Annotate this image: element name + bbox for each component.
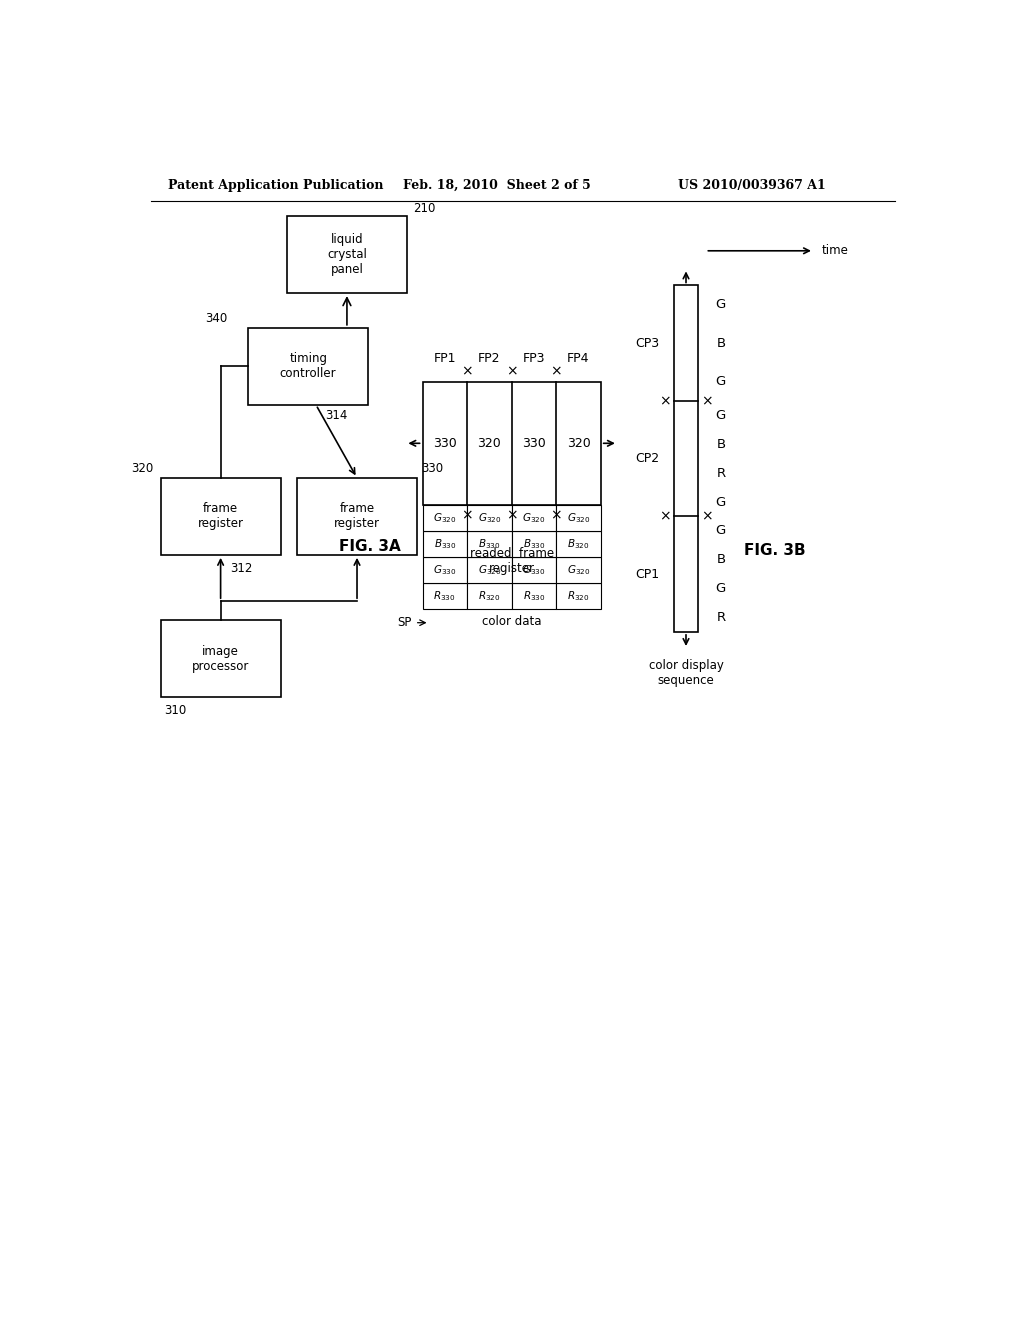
Text: frame
register: frame register xyxy=(334,503,380,531)
Text: G: G xyxy=(716,524,726,537)
Text: $\mathit{G}_{320}$: $\mathit{G}_{320}$ xyxy=(433,511,457,525)
Text: $\mathit{G}_{330}$: $\mathit{G}_{330}$ xyxy=(433,562,457,577)
Text: FP3: FP3 xyxy=(522,351,545,364)
Text: $\mathit{B}_{320}$: $\mathit{B}_{320}$ xyxy=(567,537,590,550)
Text: 210: 210 xyxy=(414,202,435,215)
Text: 312: 312 xyxy=(230,562,252,576)
Text: 330: 330 xyxy=(522,437,546,450)
Bar xyxy=(467,531,512,557)
Text: ×: × xyxy=(506,364,517,379)
Text: FP2: FP2 xyxy=(478,351,501,364)
Text: color display
sequence: color display sequence xyxy=(648,659,723,686)
Text: $\mathit{G}_{320}$: $\mathit{G}_{320}$ xyxy=(566,511,590,525)
Text: CP2: CP2 xyxy=(635,453,659,465)
Bar xyxy=(297,478,417,554)
Bar xyxy=(423,531,467,557)
Text: ×: × xyxy=(701,510,713,524)
Text: liquid
crystal
panel: liquid crystal panel xyxy=(327,234,367,276)
Text: FIG. 3B: FIG. 3B xyxy=(744,543,806,558)
Text: ×: × xyxy=(550,508,562,521)
Text: frame
register: frame register xyxy=(198,503,244,531)
Text: Feb. 18, 2010  Sheet 2 of 5: Feb. 18, 2010 Sheet 2 of 5 xyxy=(403,178,591,191)
Text: 310: 310 xyxy=(165,705,186,717)
Text: 320: 320 xyxy=(566,437,591,450)
Text: G: G xyxy=(716,409,726,422)
Text: 320: 320 xyxy=(131,462,154,475)
Text: G: G xyxy=(716,582,726,595)
Text: CP1: CP1 xyxy=(635,568,659,581)
Text: 314: 314 xyxy=(326,409,347,421)
Text: ×: × xyxy=(461,508,473,521)
Text: B: B xyxy=(717,553,725,566)
Text: SP: SP xyxy=(397,616,412,630)
Bar xyxy=(512,531,556,557)
Bar xyxy=(556,531,601,557)
Text: CP3: CP3 xyxy=(635,337,659,350)
Text: $\mathit{B}_{330}$: $\mathit{B}_{330}$ xyxy=(433,537,456,550)
Text: ×: × xyxy=(550,364,562,379)
Text: FIG. 3A: FIG. 3A xyxy=(339,539,400,554)
Bar xyxy=(161,478,281,554)
Text: 330: 330 xyxy=(433,437,457,450)
Bar xyxy=(423,557,467,583)
Text: 330: 330 xyxy=(421,462,443,475)
Bar xyxy=(467,583,512,609)
Text: R: R xyxy=(717,611,725,624)
Text: G: G xyxy=(716,495,726,508)
Text: readed  frame
register: readed frame register xyxy=(470,548,554,576)
Text: $\mathit{R}_{320}$: $\mathit{R}_{320}$ xyxy=(567,589,590,603)
Text: 340: 340 xyxy=(206,312,227,325)
Text: $\mathit{B}_{330}$: $\mathit{B}_{330}$ xyxy=(522,537,545,550)
Bar xyxy=(556,557,601,583)
Text: B: B xyxy=(717,337,725,350)
Bar xyxy=(467,506,512,531)
Text: ×: × xyxy=(461,364,473,379)
Bar xyxy=(512,583,556,609)
Text: G: G xyxy=(716,375,726,388)
Text: FP4: FP4 xyxy=(567,351,590,364)
Bar xyxy=(467,557,512,583)
Bar xyxy=(423,506,467,531)
Text: $\mathit{G}_{330}$: $\mathit{G}_{330}$ xyxy=(522,562,546,577)
Text: US 2010/0039367 A1: US 2010/0039367 A1 xyxy=(678,178,826,191)
Text: $\mathit{G}_{320}$: $\mathit{G}_{320}$ xyxy=(477,562,501,577)
Bar xyxy=(512,506,556,531)
Text: timing
controller: timing controller xyxy=(280,352,337,380)
Bar xyxy=(423,583,467,609)
Text: ×: × xyxy=(701,393,713,408)
Text: 320: 320 xyxy=(477,437,501,450)
Text: $\mathit{G}_{320}$: $\mathit{G}_{320}$ xyxy=(566,562,590,577)
Text: $\mathit{B}_{330}$: $\mathit{B}_{330}$ xyxy=(478,537,501,550)
Bar xyxy=(512,557,556,583)
Bar xyxy=(423,381,601,506)
Bar xyxy=(556,583,601,609)
Bar xyxy=(675,285,697,632)
Bar xyxy=(556,506,601,531)
Text: R: R xyxy=(717,467,725,479)
Text: ×: × xyxy=(506,508,517,521)
Text: ×: × xyxy=(658,393,671,408)
Text: $\mathit{R}_{330}$: $\mathit{R}_{330}$ xyxy=(522,589,545,603)
Bar xyxy=(161,620,281,697)
Text: Patent Application Publication: Patent Application Publication xyxy=(168,178,384,191)
Text: B: B xyxy=(717,438,725,450)
Text: FP1: FP1 xyxy=(433,351,456,364)
Text: color data: color data xyxy=(482,615,542,628)
Text: $\mathit{R}_{320}$: $\mathit{R}_{320}$ xyxy=(478,589,501,603)
Bar xyxy=(287,216,407,293)
Text: ×: × xyxy=(658,510,671,524)
Text: $\mathit{R}_{330}$: $\mathit{R}_{330}$ xyxy=(433,589,456,603)
Text: $\mathit{G}_{320}$: $\mathit{G}_{320}$ xyxy=(477,511,501,525)
Text: time: time xyxy=(821,244,849,257)
Text: G: G xyxy=(716,298,726,312)
Bar xyxy=(248,327,369,405)
Text: $\mathit{G}_{320}$: $\mathit{G}_{320}$ xyxy=(522,511,546,525)
Text: image
processor: image processor xyxy=(191,645,249,673)
